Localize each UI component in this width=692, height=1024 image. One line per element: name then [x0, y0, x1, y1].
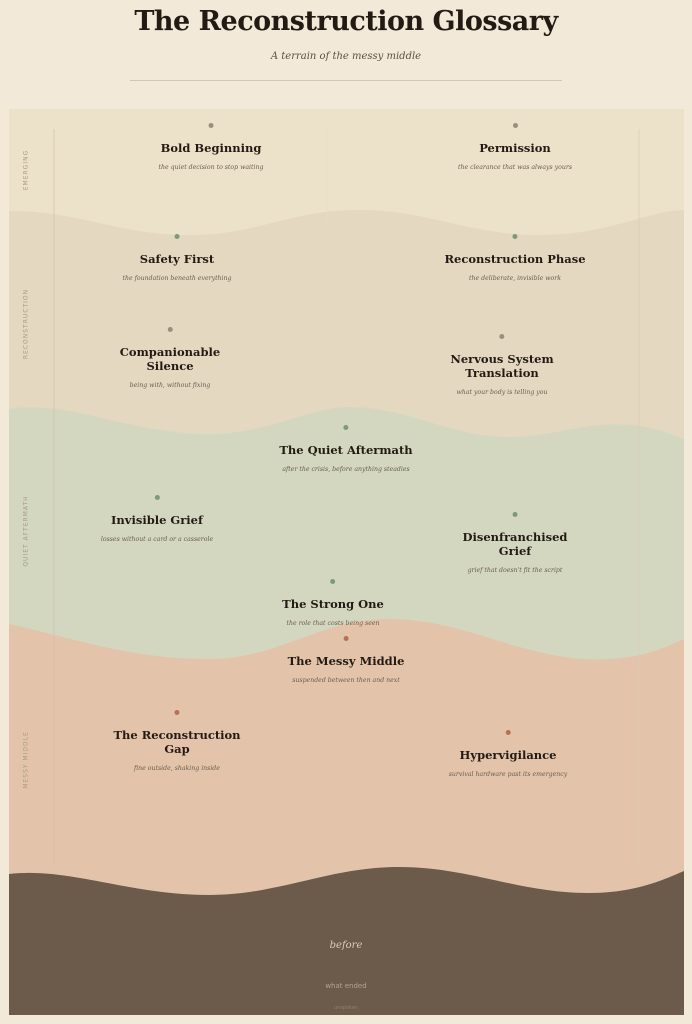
marker-dot: [167, 327, 173, 332]
marker-dot: [499, 334, 505, 339]
term-name: Safety First: [139, 252, 215, 266]
term-description: the foundation beneath everything: [122, 275, 232, 282]
layer-label-emerging: Emerging: [22, 149, 30, 191]
term-name: Companionable Silence: [119, 345, 221, 373]
term-description: losses without a card or a casserole: [100, 536, 214, 543]
term-description: the clearance that was always yours: [458, 164, 572, 171]
term-invisible-grief[interactable]: Invisible Grief losses without a card or…: [101, 495, 213, 543]
marker-dot: [330, 579, 336, 584]
term-name: The Reconstruction Gap: [113, 728, 241, 756]
terrain-layers: [9, 109, 684, 1015]
layer-before: [9, 867, 684, 1015]
term-permission[interactable]: Permission the clearance that was always…: [458, 123, 572, 171]
marker-dot: [512, 234, 518, 239]
layer-label-quiet-aftermath: Quiet Aftermath: [22, 495, 30, 567]
base-label-unspoken: unspoken: [333, 1005, 359, 1011]
term-description: the quiet decision to stop waiting: [158, 164, 264, 171]
page-header: The Reconstruction Glossary A terrain of…: [0, 0, 692, 100]
marker-dot: [208, 123, 214, 128]
term-safety-first[interactable]: Safety First the foundation beneath ever…: [122, 234, 232, 282]
term-the-quiet-aftermath[interactable]: The Quiet Aftermath after the crisis, be…: [279, 425, 413, 473]
page-title: The Reconstruction Glossary: [134, 6, 558, 37]
term-the-reconstruction-gap[interactable]: The Reconstruction Gap fine outside, sha…: [113, 710, 241, 772]
layer-label-reconstruction: Reconstruction: [22, 288, 30, 360]
base-label-what-ended: what ended: [325, 982, 367, 990]
term-disenfranchised-grief[interactable]: Disenfranchised Grief grief that doesn't…: [462, 512, 568, 574]
marker-dot: [174, 710, 180, 715]
term-reconstruction-phase[interactable]: Reconstruction Phase the deliberate, inv…: [444, 234, 586, 282]
marker-dot: [154, 495, 160, 500]
term-description: what your body is telling you: [456, 389, 548, 396]
term-description: grief that doesn't fit the script: [467, 567, 563, 574]
term-companionable-silence[interactable]: Companionable Silence being with, withou…: [120, 327, 220, 389]
header-divider: [130, 80, 562, 81]
term-name: Bold Beginning: [160, 141, 262, 155]
term-name: The Quiet Aftermath: [279, 443, 413, 457]
term-the-messy-middle[interactable]: The Messy Middle suspended between then …: [287, 636, 405, 684]
term-name: Nervous System Translation: [450, 352, 554, 380]
term-description: being with, without fixing: [129, 382, 211, 389]
layer-label-messy-middle: Messy Middle: [22, 731, 30, 789]
term-description: after the crisis, before anything steadi…: [282, 466, 410, 473]
term-nervous-system-translation[interactable]: Nervous System Translation what your bod…: [450, 334, 554, 396]
term-name: The Strong One: [282, 597, 384, 611]
term-bold-beginning[interactable]: Bold Beginning the quiet decision to sto…: [158, 123, 264, 171]
term-name: Reconstruction Phase: [444, 252, 586, 266]
marker-dot: [512, 123, 518, 128]
term-name: Invisible Grief: [111, 513, 203, 527]
term-name: Disenfranchised Grief: [462, 530, 568, 558]
term-the-strong-one[interactable]: The Strong One the role that costs being…: [282, 579, 384, 627]
term-description: the role that costs being seen: [286, 620, 380, 627]
page-subtitle: A terrain of the messy middle: [270, 51, 422, 62]
term-description: fine outside, shaking inside: [134, 765, 220, 772]
term-description: suspended between then and next: [292, 677, 400, 684]
marker-dot: [505, 730, 511, 735]
term-description: the deliberate, invisible work: [469, 275, 561, 282]
marker-dot: [174, 234, 180, 239]
marker-dot: [512, 512, 518, 517]
term-description: survival hardware past its emergency: [448, 771, 568, 778]
marker-dot: [343, 636, 349, 641]
marker-dot: [343, 425, 349, 430]
term-name: Hypervigilance: [459, 748, 557, 762]
base-label-before: before: [329, 940, 363, 951]
term-name: Permission: [479, 141, 551, 155]
term-name: The Messy Middle: [287, 654, 405, 668]
terrain-map: [9, 109, 684, 1015]
term-hypervigilance[interactable]: Hypervigilance survival hardware past it…: [448, 730, 568, 778]
